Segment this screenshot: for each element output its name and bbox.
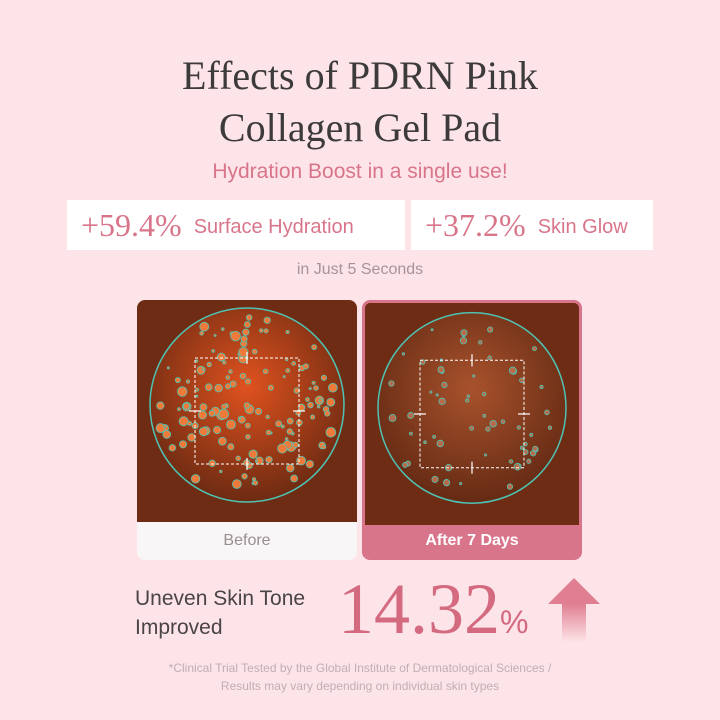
subtitle: Hydration Boost in a single use! <box>212 160 508 183</box>
after-panel: After 7 Days <box>362 300 582 560</box>
page-title: Effects of PDRN Pink Collagen Gel Pad <box>182 53 538 150</box>
result-label: Uneven Skin Tone Improved <box>135 587 306 639</box>
before-label: Before <box>223 532 271 549</box>
stat-surface-hydration: +59.4% Surface Hydration <box>67 200 405 250</box>
after-label: After 7 Days <box>425 532 519 549</box>
timing-note: in Just 5 Seconds <box>296 261 424 278</box>
before-panel: Before <box>137 300 357 560</box>
footnote: *Clinical Trial Tested by the Global Ins… <box>168 661 552 693</box>
after-skin-scan-image <box>365 303 579 525</box>
before-skin-scan-image <box>137 300 357 522</box>
stat-skin-glow: +37.2% Skin Glow <box>411 200 653 250</box>
result-value: 14.32% <box>338 569 529 649</box>
arrow-up-icon <box>548 578 600 642</box>
